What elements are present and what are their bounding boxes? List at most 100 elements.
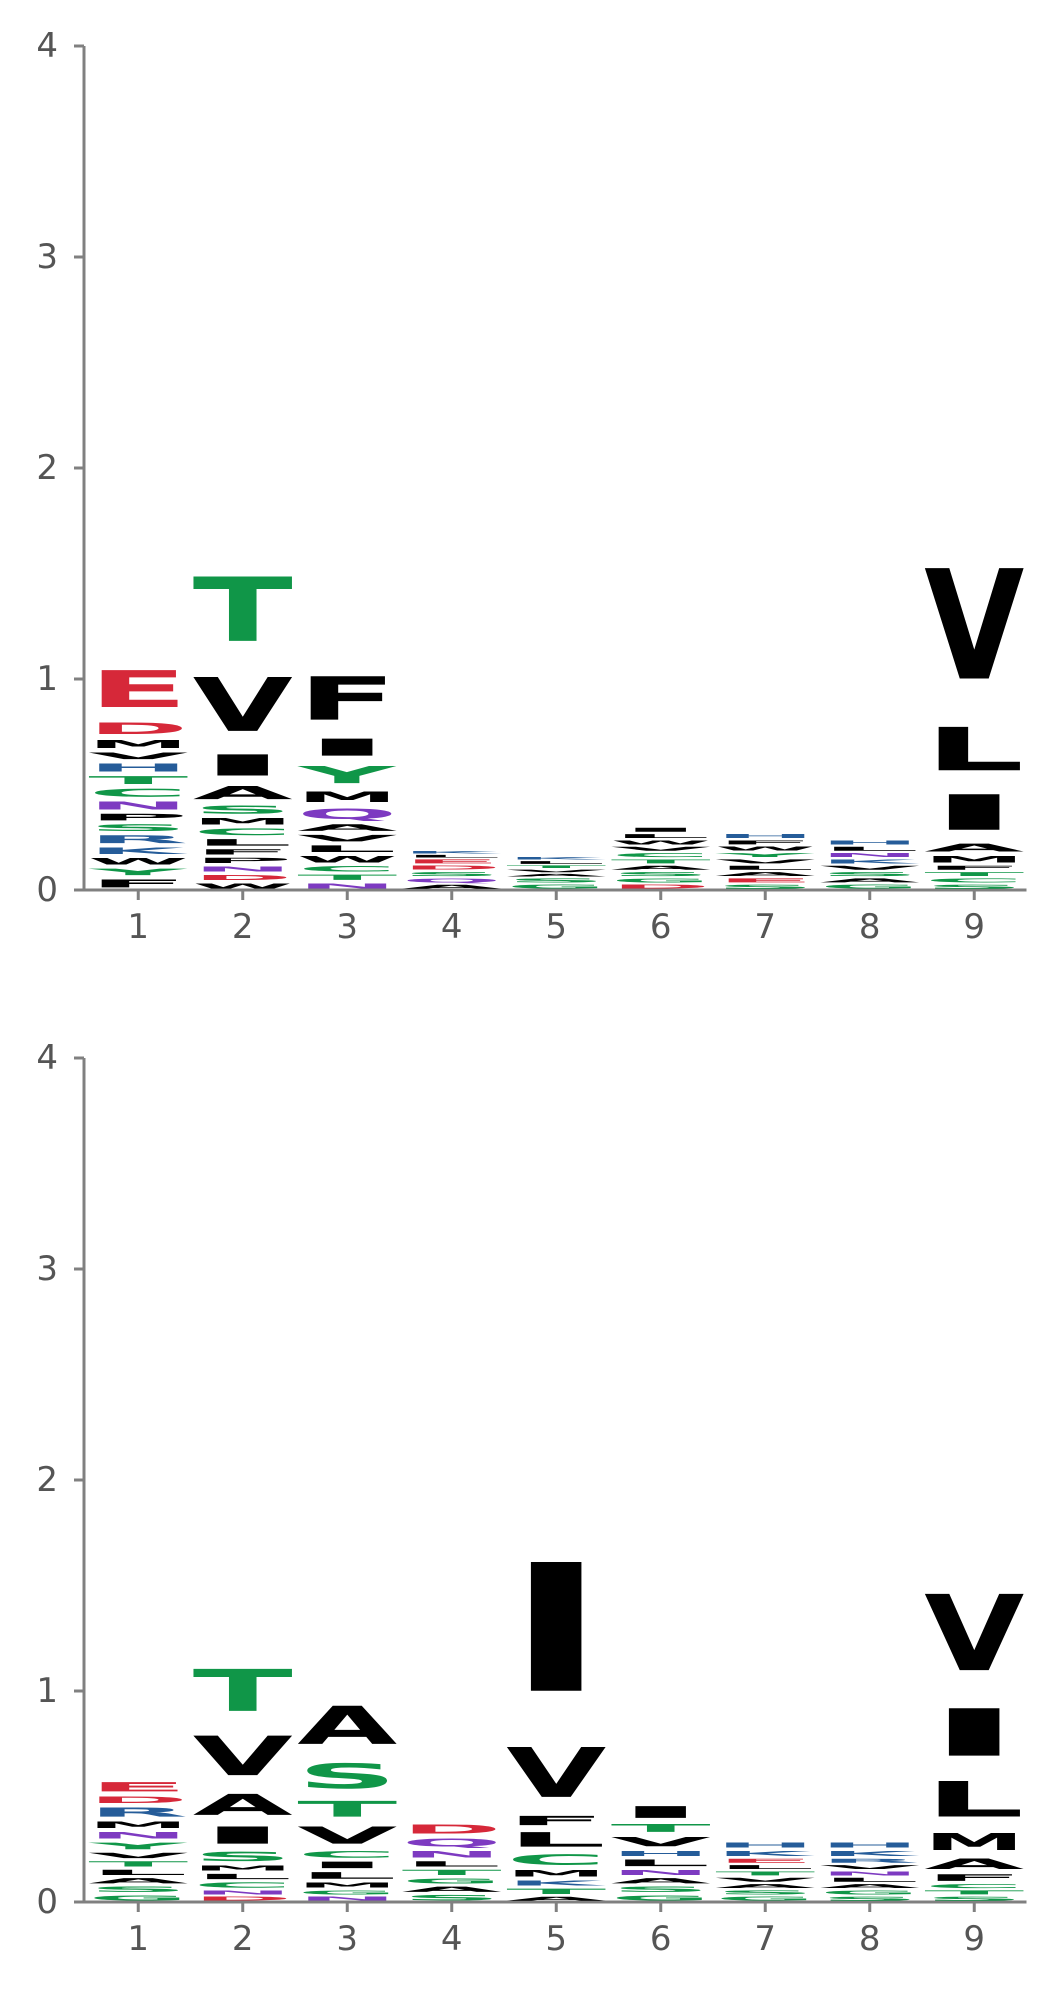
logo-letter-N: N xyxy=(88,799,188,812)
logo-letter-W: W xyxy=(715,846,815,852)
logo-letter-T: T xyxy=(715,1870,815,1876)
logo-letter-D: D xyxy=(402,865,502,871)
logo-letter-K: K xyxy=(506,856,606,860)
logo-letter-V: V xyxy=(193,1725,293,1788)
logo-letter-D: D xyxy=(193,1896,293,1902)
logo-letter-P: P xyxy=(193,856,293,864)
logo-letter-C: C xyxy=(506,1851,606,1868)
logo-letter-G: G xyxy=(506,884,606,890)
logo-letter-M: M xyxy=(88,1820,188,1830)
logo-letter-S: S xyxy=(611,871,711,877)
logo-letter-M: M xyxy=(506,1868,606,1878)
logo-letter-S: S xyxy=(715,1889,815,1895)
logo-letter-A: A xyxy=(924,1856,1024,1873)
logo-letter-F: F xyxy=(715,839,815,845)
logo-letter-F: F xyxy=(88,877,188,890)
logo-letter-L: L xyxy=(820,846,920,852)
x-tick-label: 3 xyxy=(336,907,358,947)
logo-letter-S: S xyxy=(820,871,920,877)
logo-letter-Q: Q xyxy=(402,877,502,883)
logo-letter-I: I xyxy=(297,734,397,761)
logo-letter-W: W xyxy=(88,856,188,866)
logo-letter-T: T xyxy=(506,865,606,869)
x-tick-label: 6 xyxy=(650,907,672,947)
logo-letter-T: T xyxy=(193,559,293,662)
x-tick-label: 4 xyxy=(441,907,463,947)
x-tick-label: 5 xyxy=(545,907,567,947)
logo-letter-S: S xyxy=(402,871,502,877)
logo-letter-L: L xyxy=(715,1864,815,1870)
logo-letter-L: L xyxy=(506,1828,606,1851)
x-tick-label: 4 xyxy=(441,1919,463,1959)
logo-letter-S: S xyxy=(924,884,1024,890)
logo-letter-I: I xyxy=(297,1860,397,1870)
logo-letter-C: C xyxy=(88,787,188,800)
logo-letter-A: A xyxy=(715,1883,815,1889)
logo-letter-I: I xyxy=(611,827,711,833)
logo-letter-G: G xyxy=(402,1877,502,1885)
logo-letter-T: T xyxy=(611,858,711,864)
y-tick-label: 1 xyxy=(36,659,58,699)
logo-letter-N: N xyxy=(88,1830,188,1841)
logo-letter-A: A xyxy=(506,873,606,877)
y-tick-label: 1 xyxy=(36,1671,58,1711)
logo-letter-H: H xyxy=(820,839,920,845)
logo-letter-L: L xyxy=(402,854,502,858)
logo-letter-V: V xyxy=(715,1877,815,1883)
y-tick-label: 2 xyxy=(36,1460,58,1500)
logo-letter-N: N xyxy=(820,852,920,858)
logo-letter-I: I xyxy=(611,1803,711,1822)
logo-letter-S: S xyxy=(88,1885,188,1893)
logo-letter-E: E xyxy=(402,858,502,864)
x-tick-label: 6 xyxy=(650,1919,672,1959)
logo-letter-Y: Y xyxy=(297,761,397,788)
logo-letter-Y: Y xyxy=(88,867,188,877)
logo-letter-N: N xyxy=(402,1849,502,1860)
logo-letter-M: M xyxy=(88,738,188,751)
logo-letter-E: E xyxy=(88,660,188,719)
logo-letter-E: E xyxy=(715,1858,815,1864)
y-tick-label: 2 xyxy=(36,448,58,488)
y-tick-label: 4 xyxy=(36,26,58,66)
logo-letter-M: M xyxy=(924,854,1024,864)
logo-letter-R: R xyxy=(88,833,188,846)
logo-letter-K: K xyxy=(820,1849,920,1857)
logo-letter-E: E xyxy=(88,1780,188,1795)
logo-letter-V: V xyxy=(611,1835,711,1850)
logo-letter-C: C xyxy=(193,827,293,838)
logo-letter-L: L xyxy=(88,1868,188,1876)
logo-letter-V: V xyxy=(924,539,1024,715)
logo-letter-G: G xyxy=(297,1889,397,1895)
logo-letter-A: A xyxy=(506,1896,606,1902)
logo-letter-K: K xyxy=(88,846,188,857)
x-tick-label: 8 xyxy=(859,1919,881,1959)
logo-letter-V: V xyxy=(88,751,188,762)
logo-letter-V: V xyxy=(193,662,293,748)
logo-letter-F: F xyxy=(506,1813,606,1828)
logo-letter-L: L xyxy=(924,1772,1024,1829)
y-tick-label: 0 xyxy=(36,1882,58,1922)
logo-letter-N: N xyxy=(193,1889,293,1895)
logo-letter-R: R xyxy=(88,1805,188,1820)
x-tick-label: 1 xyxy=(127,1919,149,1959)
logo-letter-L: L xyxy=(297,1870,397,1880)
logo-letter-L: L xyxy=(611,1858,711,1868)
logo-letter-S: S xyxy=(820,1896,920,1902)
logo-letter-L: L xyxy=(297,844,397,854)
logo-letter-P: P xyxy=(88,812,188,823)
logo-letter-L: L xyxy=(820,1877,920,1883)
logo-letter-T: T xyxy=(88,774,188,787)
logo-letter-A: A xyxy=(820,1883,920,1889)
logo-letter-C: C xyxy=(924,1883,1024,1889)
logo-letter-D: D xyxy=(88,719,188,738)
x-tick-label: 3 xyxy=(336,1919,358,1959)
logo-letter-V: V xyxy=(506,869,606,873)
logo-letter-N: N xyxy=(297,882,397,890)
logo-letter-D: D xyxy=(611,884,711,890)
logo-letter-N: N xyxy=(820,1870,920,1876)
logo-letter-I: I xyxy=(506,1527,606,1733)
logo-letter-V: V xyxy=(820,865,920,871)
logo-letter-N: N xyxy=(193,865,293,873)
